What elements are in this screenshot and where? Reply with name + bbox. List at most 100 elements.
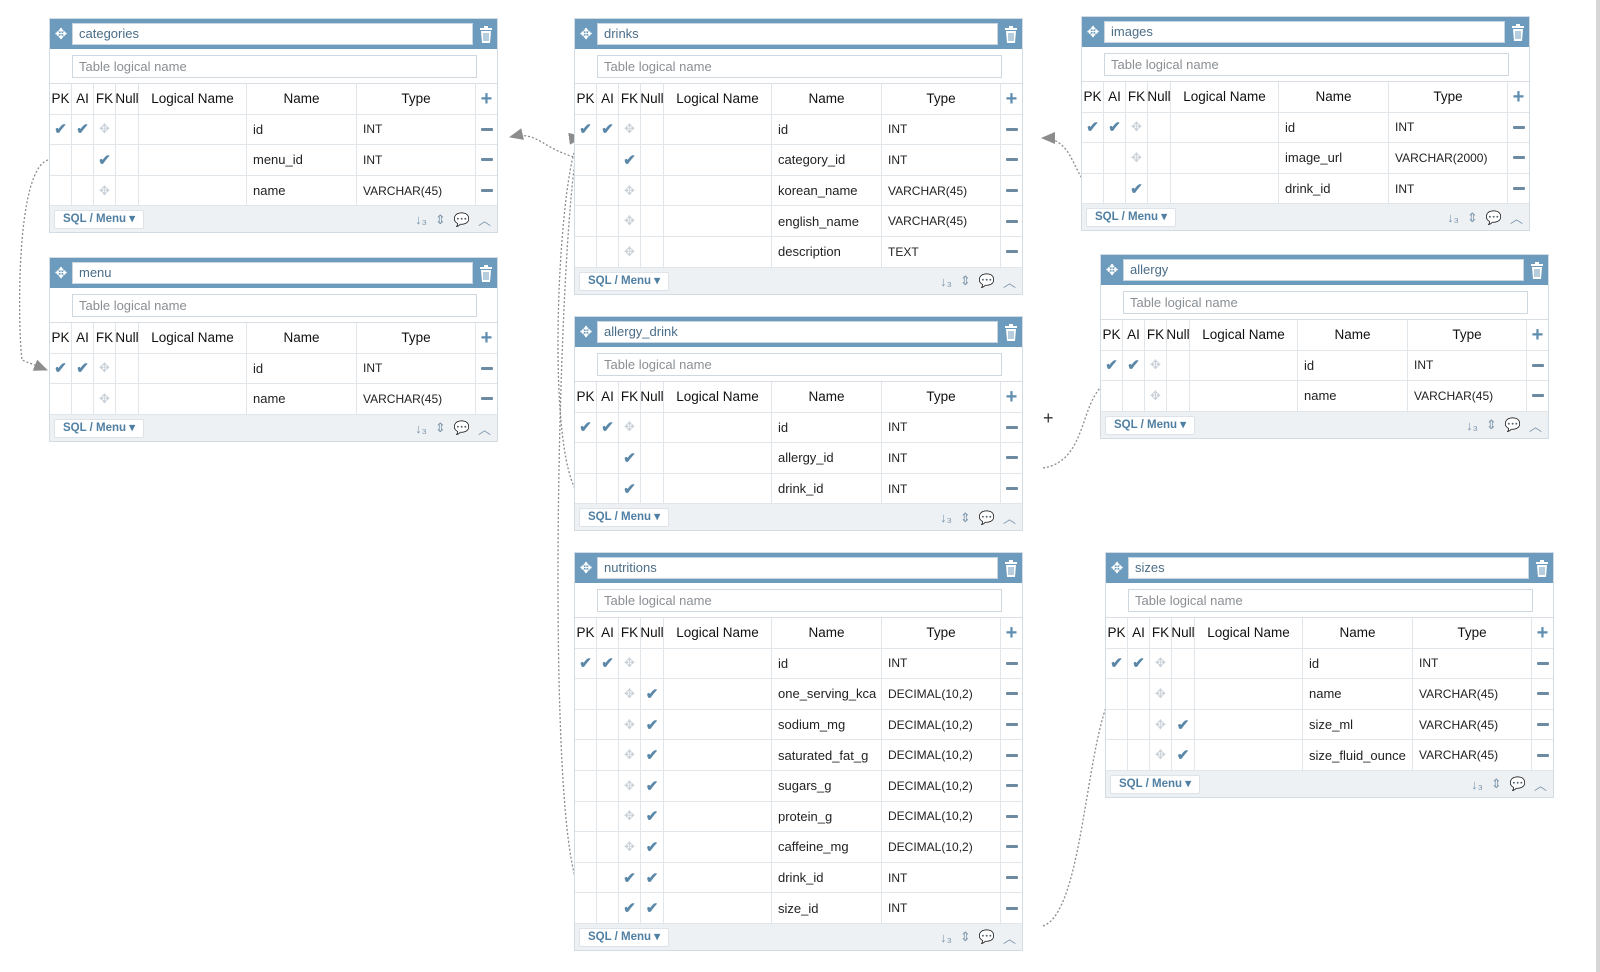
ai-cell[interactable] (597, 740, 619, 770)
plus-icon[interactable]: + (480, 326, 493, 349)
table-row[interactable]: ✔ menu_id INT (50, 144, 497, 175)
plus-icon[interactable]: + (1531, 323, 1544, 346)
fk-cell[interactable]: ✥ (619, 175, 641, 206)
logical-name-cell[interactable] (1190, 381, 1298, 411)
null-cell[interactable] (1148, 173, 1171, 204)
ai-cell[interactable] (1104, 143, 1126, 173)
updown-icon[interactable]: ⇕ (434, 420, 446, 436)
column-name-cell[interactable]: name (1298, 381, 1408, 411)
column-name-cell[interactable]: name (247, 175, 357, 206)
null-cell[interactable] (641, 648, 664, 679)
pk-cell[interactable]: ✔ (575, 412, 597, 443)
remove-column-button[interactable] (1532, 740, 1553, 770)
ai-cell[interactable] (1128, 709, 1150, 740)
null-cell[interactable]: ✔ (641, 862, 664, 893)
table-name-input[interactable]: categories (72, 23, 473, 45)
updown-icon[interactable]: ⇕ (1466, 209, 1478, 225)
column-type-cell[interactable]: DECIMAL(10,2) (882, 832, 1001, 862)
table-row[interactable]: ✥ ✔ sugars_g DECIMAL(10,2) (575, 769, 1022, 801)
null-cell[interactable]: ✔ (641, 801, 664, 832)
comment-icon[interactable]: 💬 (978, 509, 995, 525)
pk-cell[interactable] (1101, 381, 1123, 411)
plus-icon[interactable]: + (1005, 385, 1018, 408)
move-icon[interactable]: ✥ (579, 560, 593, 577)
fk-cell[interactable]: ✔ (619, 145, 641, 175)
minus-icon[interactable] (1005, 876, 1018, 880)
column-type-cell[interactable]: DECIMAL(10,2) (882, 679, 1001, 709)
minus-icon[interactable] (1005, 784, 1018, 788)
table-card-drinks[interactable]: ✥ drinks Table logical name PK AI FK Null Lo… (574, 18, 1023, 295)
table-logical-name-input[interactable]: Table logical name (597, 589, 1002, 612)
logical-name-cell[interactable] (139, 384, 247, 414)
table-card-nutritions[interactable]: ✥ nutritions Table logical name PK AI FK Nu… (574, 552, 1023, 951)
table-name-input[interactable]: images (1104, 21, 1505, 43)
ai-cell[interactable] (597, 709, 619, 740)
column-name-cell[interactable]: image_url (1279, 143, 1389, 173)
logical-name-cell[interactable] (1195, 679, 1303, 709)
ai-cell[interactable] (597, 770, 619, 801)
remove-column-button[interactable] (1001, 443, 1022, 473)
fk-cell[interactable]: ✥ (1150, 709, 1172, 740)
logical-name-cell[interactable] (1195, 709, 1303, 740)
updown-icon[interactable]: ⇕ (959, 273, 971, 289)
minus-icon[interactable] (1005, 845, 1018, 849)
null-cell[interactable] (641, 443, 664, 473)
add-column-button[interactable]: + (1508, 82, 1529, 112)
minus-icon[interactable] (1005, 189, 1018, 193)
null-cell[interactable] (641, 145, 664, 175)
table-row[interactable]: ✔ ✔ ✥ id INT (50, 113, 497, 145)
table-logical-name-input[interactable]: Table logical name (72, 55, 477, 78)
pk-cell[interactable] (575, 443, 597, 473)
column-type-cell[interactable]: DECIMAL(10,2) (882, 801, 1001, 832)
minus-icon[interactable] (1005, 487, 1018, 491)
trash-icon[interactable] (1528, 259, 1546, 281)
fk-cell[interactable]: ✥ (619, 114, 641, 145)
column-name-cell[interactable]: saturated_fat_g (772, 740, 882, 770)
sort-icon[interactable]: ↓₃ (415, 212, 427, 228)
ai-cell[interactable] (72, 384, 94, 414)
table-row[interactable]: ✥ name VARCHAR(45) (1106, 678, 1553, 709)
pk-cell[interactable] (575, 740, 597, 770)
null-cell[interactable] (1167, 350, 1190, 381)
pk-cell[interactable]: ✔ (1082, 112, 1104, 143)
table-logical-name-input[interactable]: Table logical name (597, 353, 1002, 376)
table-row[interactable]: ✥ ✔ caffeine_mg DECIMAL(10,2) (575, 831, 1022, 862)
table-card-allergy[interactable]: ✥ allergy Table logical name PK AI FK Null L… (1100, 254, 1549, 439)
minus-icon[interactable] (1531, 394, 1544, 398)
logical-name-cell[interactable] (664, 473, 772, 504)
sort-icon[interactable]: ↓₃ (1447, 210, 1459, 226)
fk-cell[interactable]: ✔ (94, 145, 116, 175)
remove-column-button[interactable] (1527, 351, 1548, 381)
plus-icon[interactable]: + (1005, 621, 1018, 644)
logical-name-cell[interactable] (139, 114, 247, 145)
add-column-button[interactable]: + (476, 84, 497, 114)
plus-icon[interactable]: + (1536, 621, 1549, 644)
null-cell[interactable] (116, 175, 139, 206)
column-type-cell[interactable]: INT (882, 473, 1001, 504)
logical-name-cell[interactable] (664, 236, 772, 267)
ai-cell[interactable]: ✔ (1128, 648, 1150, 679)
remove-column-button[interactable] (1001, 649, 1022, 679)
minus-icon[interactable] (1005, 127, 1018, 131)
null-cell[interactable] (641, 473, 664, 504)
pk-cell[interactable] (575, 893, 597, 923)
minus-icon[interactable] (1005, 425, 1018, 429)
table-row[interactable]: ✔ drink_id INT (575, 472, 1022, 504)
remove-column-button[interactable] (1001, 474, 1022, 504)
minus-icon[interactable] (1536, 723, 1549, 727)
minus-icon[interactable] (1005, 692, 1018, 696)
minus-icon[interactable] (480, 397, 493, 401)
fk-cell[interactable]: ✔ (619, 893, 641, 923)
column-type-cell[interactable]: INT (882, 443, 1001, 473)
updown-icon[interactable]: ⇕ (1485, 417, 1497, 433)
column-type-cell[interactable]: INT (1408, 350, 1527, 381)
chevron-up-icon[interactable]: ︿ (477, 421, 491, 437)
null-cell[interactable]: ✔ (641, 832, 664, 862)
sql-menu-button[interactable]: SQL / Menu ▾ (579, 271, 670, 291)
logical-name-cell[interactable] (664, 740, 772, 770)
null-cell[interactable] (116, 114, 139, 145)
null-cell[interactable] (1172, 648, 1195, 679)
fk-cell[interactable]: ✔ (619, 473, 641, 504)
minus-icon[interactable] (480, 189, 493, 193)
fk-cell[interactable]: ✔ (1126, 173, 1148, 204)
